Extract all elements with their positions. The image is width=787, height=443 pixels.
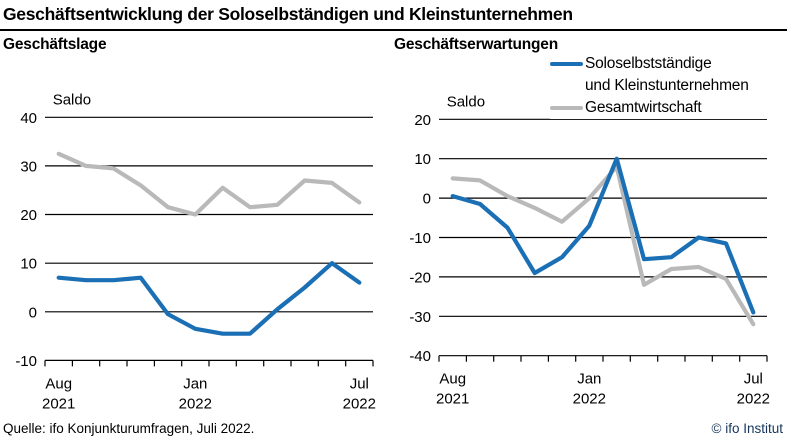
svg-text:-20: -20 bbox=[409, 269, 431, 286]
svg-text:Jul: Jul bbox=[744, 371, 763, 388]
svg-text:Jan: Jan bbox=[577, 371, 601, 388]
chart-title-geschaeftserwartungen: Geschäftserwartungen bbox=[394, 36, 558, 53]
svg-text:Saldo: Saldo bbox=[53, 91, 91, 108]
footer: Quelle: ifo Konjunkturumfragen, Juli 202… bbox=[0, 419, 787, 441]
svg-text:0: 0 bbox=[423, 191, 431, 208]
svg-text:Jul: Jul bbox=[350, 375, 369, 392]
source-note: Quelle: ifo Konjunkturumfragen, Juli 202… bbox=[3, 421, 255, 436]
svg-text:Saldo: Saldo bbox=[447, 93, 485, 110]
svg-text:20: 20 bbox=[414, 112, 431, 129]
svg-text:2022: 2022 bbox=[179, 395, 212, 412]
legend-item-soloselbststaendige-line2: und Kleinstunternehmen bbox=[550, 75, 786, 97]
svg-text:-30: -30 bbox=[409, 309, 431, 326]
svg-text:2022: 2022 bbox=[737, 391, 770, 408]
chart-geschaeftslage: 40 30 20 10 0 -10 Saldo Aug 2021 Jan 2022 Jul 2022 bbox=[15, 91, 376, 412]
svg-text:Aug: Aug bbox=[439, 371, 466, 388]
page-title: Geschäftsentwicklung der Soloselbständig… bbox=[3, 4, 573, 24]
svg-text:0: 0 bbox=[29, 304, 37, 321]
copyright-note: © ifo Institut bbox=[711, 421, 783, 436]
svg-text:-10: -10 bbox=[15, 353, 37, 370]
svg-text:Aug: Aug bbox=[45, 375, 72, 392]
svg-text:30: 30 bbox=[20, 158, 37, 175]
chart-geschaeftserwartungen: 20 10 0 -10 -20 -30 -40 Saldo Aug 2021 Jan 2022 Jul 2… bbox=[409, 93, 770, 408]
svg-text:-10: -10 bbox=[409, 230, 431, 247]
blue-line-key-icon bbox=[550, 61, 583, 67]
svg-text:40: 40 bbox=[20, 110, 37, 127]
legend-label-soloselbststaendige-line1: Soloselbstständige bbox=[585, 55, 712, 72]
title-underline bbox=[0, 29, 787, 32]
svg-text:-40: -40 bbox=[409, 348, 431, 365]
legend-label-soloselbststaendige-line2: und Kleinstunternehmen bbox=[585, 77, 749, 94]
svg-text:2022: 2022 bbox=[343, 395, 376, 412]
svg-text:10: 10 bbox=[20, 256, 37, 273]
legend: Soloselbstständige und Kleinstunternehme… bbox=[550, 53, 786, 119]
svg-text:10: 10 bbox=[414, 151, 431, 168]
svg-text:2021: 2021 bbox=[42, 395, 75, 412]
svg-text:Jan: Jan bbox=[183, 375, 207, 392]
svg-text:2021: 2021 bbox=[436, 391, 469, 408]
legend-label-gesamtwirtschaft: Gesamtwirtschaft bbox=[585, 99, 702, 116]
legend-item-soloselbststaendige: Soloselbstständige bbox=[550, 53, 786, 75]
svg-text:20: 20 bbox=[20, 207, 37, 224]
legend-item-gesamtwirtschaft: Gesamtwirtschaft bbox=[550, 97, 786, 119]
svg-text:2022: 2022 bbox=[573, 391, 606, 408]
chart-title-geschaeftslage: Geschäftslage bbox=[3, 36, 107, 53]
gray-line-key-icon bbox=[550, 105, 583, 111]
